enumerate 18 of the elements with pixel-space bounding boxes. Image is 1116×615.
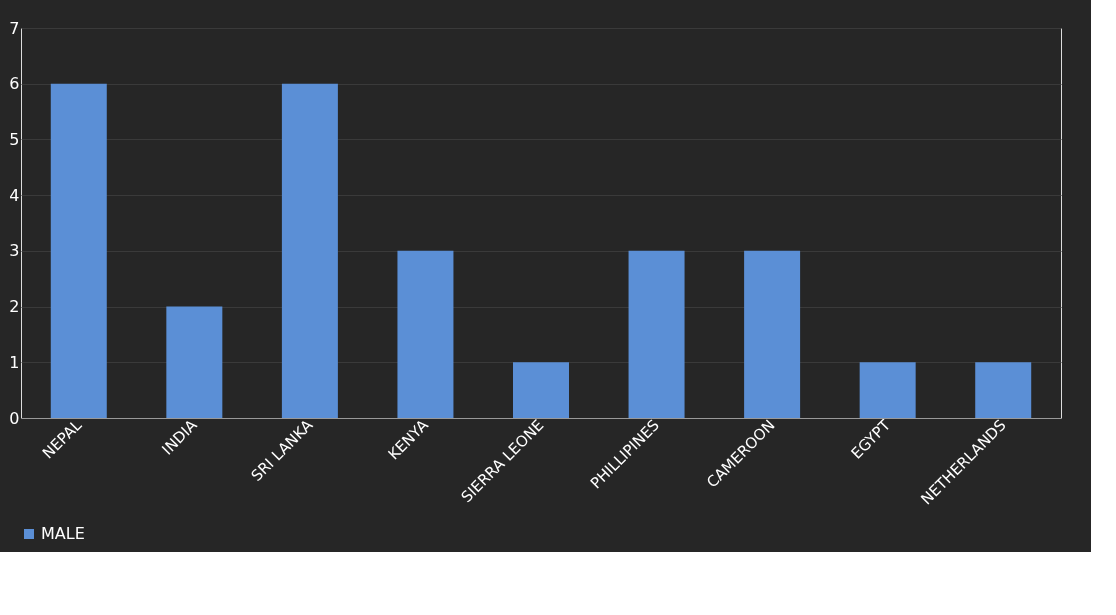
bar: [513, 362, 569, 418]
y-tick-label: 0: [9, 408, 20, 428]
bar: [50, 83, 107, 418]
y-tick-label: 4: [9, 185, 20, 205]
y-tick-label: 6: [9, 74, 20, 94]
bar: [281, 83, 338, 418]
bar: [628, 250, 685, 418]
bar: [166, 306, 223, 418]
bar: [744, 250, 801, 418]
bar: [859, 362, 916, 418]
y-tick-label: 7: [9, 18, 20, 38]
y-tick-label: 5: [9, 129, 20, 149]
y-tick-label: 1: [9, 352, 20, 372]
y-tick-label: 2: [9, 297, 20, 317]
bar: [397, 250, 454, 418]
y-tick-label: 3: [9, 241, 20, 261]
legend-label: MALE: [41, 524, 85, 543]
bar: [975, 362, 1032, 418]
